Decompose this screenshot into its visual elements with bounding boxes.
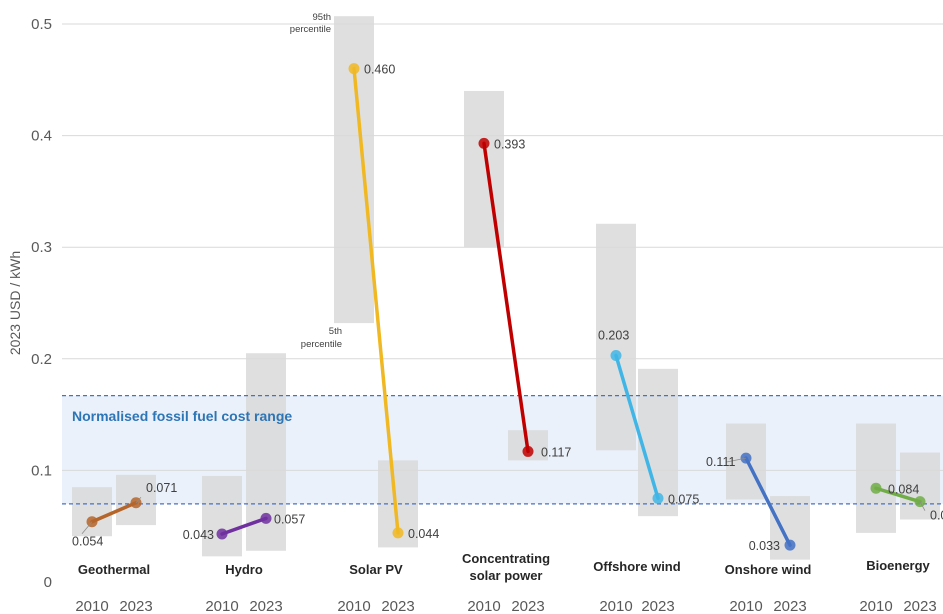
series-line-1	[220, 516, 268, 536]
p95-label-line2: percentile	[290, 24, 331, 35]
series-line-2	[352, 66, 400, 535]
series-line-6	[874, 486, 922, 504]
category-label: Concentrating	[462, 551, 550, 566]
x-year-label: 2010	[205, 598, 238, 614]
point-2010	[216, 528, 228, 540]
series-line-5	[744, 456, 792, 547]
category-label: Hydro	[225, 562, 263, 577]
x-year-label: 2010	[859, 598, 892, 614]
y-axis-label: 2023 USD / kWh	[7, 251, 23, 355]
p5-label-line2: percentile	[301, 339, 342, 350]
series-line-0	[90, 501, 138, 524]
x-year-label: 2023	[903, 598, 936, 614]
data-label: 0.033	[749, 539, 780, 553]
category-label: Bioenergy	[866, 558, 930, 573]
x-year-label: 2010	[75, 598, 108, 614]
y-tick-label: 0.3	[31, 239, 52, 256]
category-label: Geothermal	[78, 562, 150, 577]
point-2010	[348, 63, 360, 75]
series-line-4	[614, 353, 660, 501]
data-label: 0.111	[706, 455, 735, 469]
x-year-label: 2023	[773, 598, 806, 614]
y-tick-label: 0.1	[31, 462, 52, 479]
x-year-label: 2010	[729, 598, 762, 614]
p5-label-line1: 5th	[329, 326, 342, 337]
y-tick-label: 0.5	[31, 16, 52, 33]
label-leader	[725, 457, 747, 463]
fossil-band-label: Normalised fossil fuel cost range	[72, 408, 292, 424]
range-bar-2010	[202, 475, 242, 557]
x-year-label: 2023	[119, 598, 152, 614]
range-bar-2010	[856, 423, 896, 533]
point-2023	[652, 492, 664, 504]
x-year-label: 2023	[641, 598, 674, 614]
point-2010	[610, 349, 622, 361]
category-label: Onshore wind	[725, 562, 812, 577]
label-leader	[81, 521, 93, 534]
data-label: 0.084	[888, 482, 919, 496]
range-bar-2010	[596, 223, 636, 451]
category-label: solar power	[470, 568, 543, 583]
point-2023	[784, 539, 796, 551]
data-label: 0.075	[668, 492, 699, 506]
category-label: Solar PV	[349, 562, 403, 577]
series-line-3	[482, 141, 530, 454]
data-label: 0.044	[408, 527, 439, 541]
data-label: 0.460	[364, 63, 395, 77]
y-tick-label: 0.4	[31, 128, 52, 145]
label-leader	[919, 501, 926, 511]
range-bar-2023	[900, 452, 940, 520]
point-2023	[392, 527, 404, 539]
y-tick-label: 0	[44, 574, 52, 591]
point-2010	[478, 137, 490, 149]
data-label: 0.203	[598, 328, 629, 342]
range-bar-2010	[464, 90, 504, 248]
category-label: Offshore wind	[593, 559, 680, 574]
data-label: 0.393	[494, 137, 525, 151]
x-year-label: 2010	[599, 598, 632, 614]
x-year-label: 2023	[381, 598, 414, 614]
data-label: 0.071	[146, 481, 177, 495]
point-2023	[260, 512, 272, 524]
x-year-label: 2023	[511, 598, 544, 614]
data-label: 0.043	[183, 528, 214, 542]
x-year-label: 2010	[337, 598, 370, 614]
y-tick-label: 0.2	[31, 351, 52, 368]
data-label: 0.054	[72, 535, 103, 549]
point-2023	[522, 445, 534, 457]
x-year-label: 2023	[249, 598, 282, 614]
point-2010	[870, 482, 882, 494]
data-label: 0.117	[541, 445, 571, 459]
p95-label-line1: 95th	[313, 12, 332, 23]
data-label: 0.072	[930, 509, 943, 523]
label-leader	[135, 496, 142, 504]
range-bar-2023	[638, 368, 678, 517]
range-bar-2010	[72, 487, 112, 537]
data-label: 0.057	[274, 512, 305, 526]
x-year-label: 2010	[467, 598, 500, 614]
